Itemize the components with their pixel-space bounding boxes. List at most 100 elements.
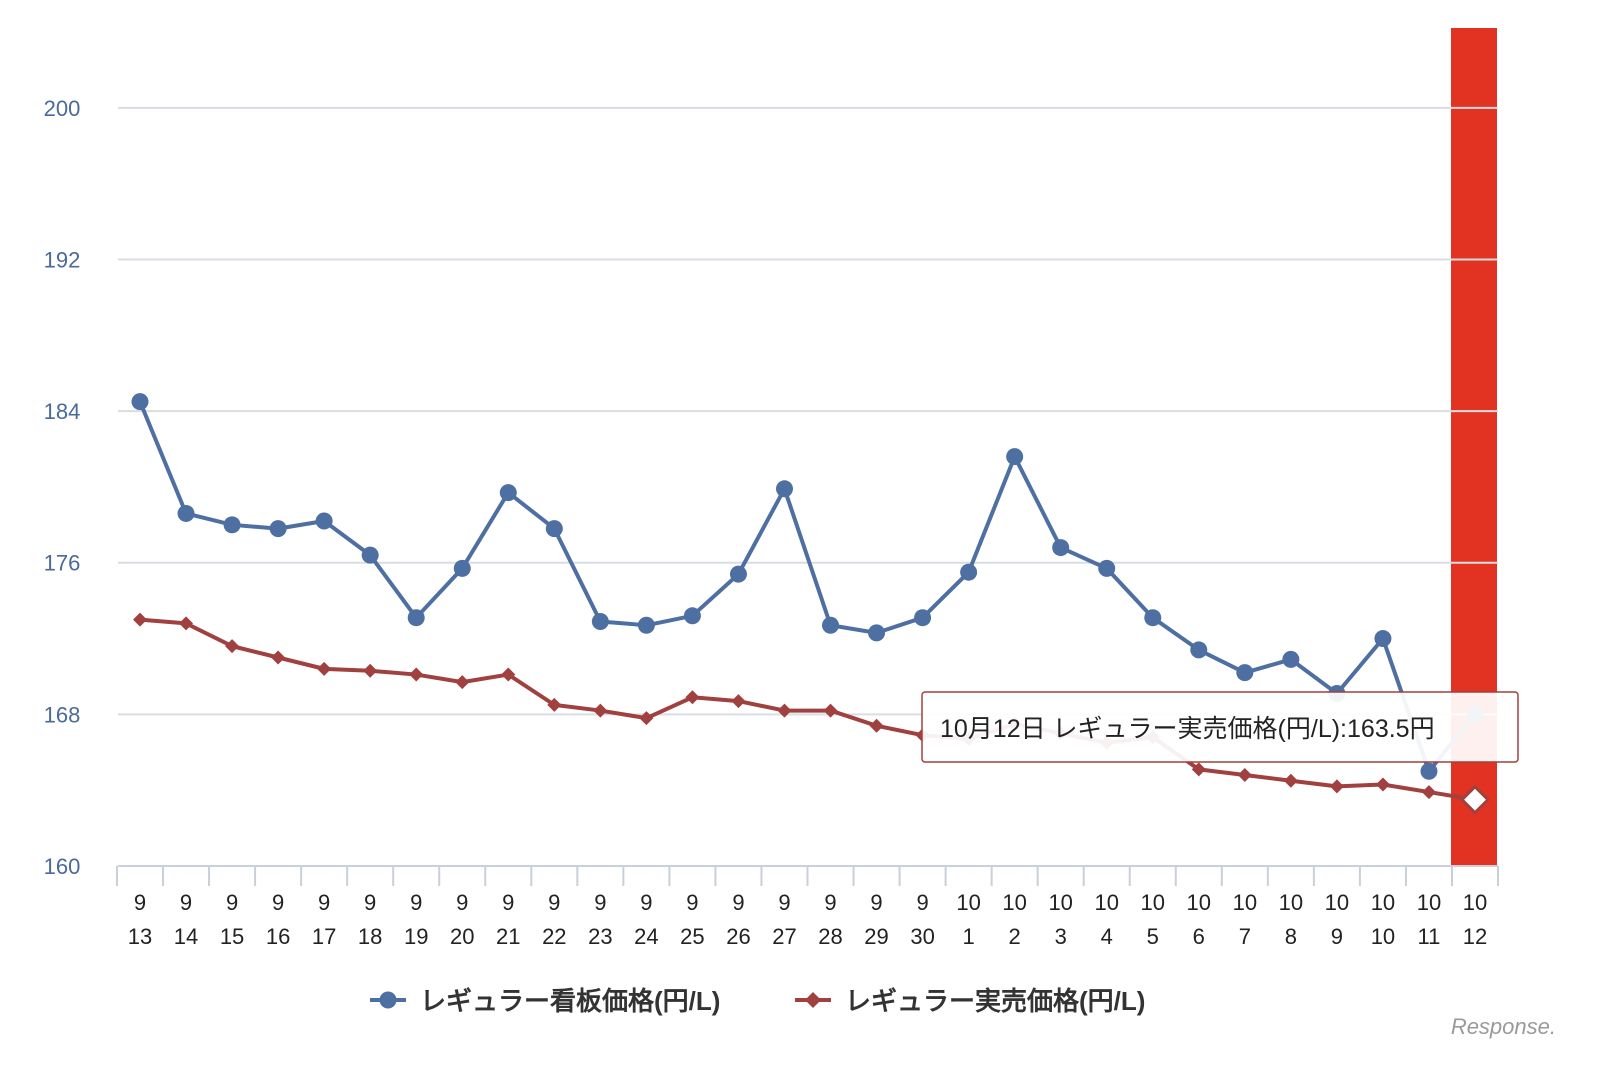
x-tick-day: 11 [1418, 924, 1441, 949]
data-point[interactable] [271, 650, 286, 665]
data-point[interactable] [547, 697, 562, 712]
legend-item-1[interactable]: レギュラー看板価格(円/L) [370, 986, 720, 1016]
x-tick-month: 10 [1048, 890, 1072, 915]
x-tick-month: 9 [916, 890, 928, 915]
data-point[interactable] [639, 711, 654, 726]
data-point[interactable] [1283, 773, 1298, 788]
y-tick-label: 176 [44, 551, 81, 576]
data-point[interactable] [545, 520, 563, 538]
x-tick-month: 10 [1325, 890, 1349, 915]
data-point[interactable] [1098, 559, 1116, 577]
data-point[interactable] [868, 624, 886, 642]
x-tick-day: 23 [588, 924, 612, 949]
data-point[interactable] [407, 609, 425, 627]
data-point[interactable] [823, 703, 838, 718]
x-tick-day: 27 [772, 924, 796, 949]
data-point[interactable] [409, 667, 424, 682]
data-point[interactable] [731, 694, 746, 709]
data-point[interactable] [685, 690, 700, 705]
y-tick-label: 192 [44, 247, 81, 272]
data-point-hover[interactable] [1459, 784, 1491, 815]
data-point[interactable] [1236, 664, 1254, 682]
x-tick-month: 10 [956, 890, 980, 915]
data-point[interactable] [1282, 650, 1300, 668]
x-tick-day: 30 [910, 924, 934, 949]
x-tick-month: 9 [364, 890, 376, 915]
data-point[interactable] [315, 512, 333, 530]
data-point[interactable] [914, 609, 932, 627]
data-point[interactable] [453, 559, 471, 577]
data-point[interactable] [455, 675, 470, 690]
data-point[interactable] [1420, 762, 1438, 780]
data-point[interactable] [593, 703, 608, 718]
data-point[interactable] [223, 516, 241, 534]
data-point[interactable] [1375, 777, 1390, 792]
data-point[interactable] [591, 612, 609, 630]
legend: レギュラー看板価格(円/L) レギュラー実売価格(円/L) [370, 986, 1145, 1016]
x-tick-month: 9 [226, 890, 238, 915]
data-point[interactable] [363, 663, 378, 678]
data-point[interactable] [361, 546, 379, 564]
x-tick-day: 12 [1463, 924, 1487, 949]
data-point[interactable] [777, 703, 792, 718]
x-tick-day: 4 [1101, 924, 1113, 949]
data-point[interactable] [501, 667, 516, 682]
x-tick-day: 21 [496, 924, 520, 949]
data-point[interactable] [683, 607, 701, 625]
x-tick-month: 9 [824, 890, 836, 915]
gridlines [118, 106, 1498, 716]
legend-marker [379, 991, 397, 1009]
legend-label: レギュラー看板価格(円/L) [420, 986, 720, 1016]
y-tick-label: 160 [44, 854, 81, 879]
x-tick-month: 9 [732, 890, 744, 915]
data-point[interactable] [822, 616, 840, 634]
data-point[interactable] [1421, 785, 1436, 800]
x-tick-day: 29 [864, 924, 888, 949]
y-tick-label: 200 [44, 96, 81, 121]
data-point[interactable] [1190, 641, 1208, 659]
tooltip-box [921, 691, 1519, 763]
data-point[interactable] [960, 563, 978, 581]
y-tick-label: 168 [44, 702, 81, 727]
x-tick-day: 1 [962, 924, 974, 949]
legend-label: レギュラー実売価格(円/L) [845, 986, 1145, 1016]
x-tick-month: 10 [1417, 890, 1441, 915]
x-tick-day: 10 [1371, 924, 1395, 949]
x-tick-day: 24 [634, 924, 658, 949]
x-tick-month: 9 [456, 890, 468, 915]
data-point[interactable] [1237, 768, 1252, 783]
data-point[interactable] [225, 639, 240, 654]
data-point[interactable] [177, 504, 195, 522]
data-point[interactable] [499, 484, 517, 502]
x-tick-month: 9 [778, 890, 790, 915]
data-point[interactable] [1052, 539, 1070, 557]
data-point[interactable] [269, 520, 287, 538]
data-point[interactable] [775, 480, 793, 498]
data-point[interactable] [1191, 762, 1206, 777]
y-axis-ticks: 200 192 184 176 168 160 [44, 96, 81, 879]
x-tick-day: 7 [1239, 924, 1251, 949]
x-tick-day: 22 [542, 924, 566, 949]
data-point[interactable] [1006, 448, 1024, 466]
x-tick-day: 17 [312, 924, 336, 949]
data-point[interactable] [133, 612, 147, 627]
data-point[interactable] [637, 616, 655, 634]
series-line [139, 617, 1476, 802]
x-tick-month: 9 [594, 890, 606, 915]
data-point[interactable] [869, 718, 884, 733]
x-tick-day: 25 [680, 924, 704, 949]
x-tick-month: 9 [318, 890, 330, 915]
x-tick-day: 15 [220, 924, 244, 949]
data-point[interactable] [317, 661, 332, 676]
data-point[interactable] [729, 565, 747, 583]
data-point[interactable] [131, 393, 149, 411]
data-point[interactable] [179, 616, 194, 631]
legend-item-2[interactable]: レギュラー実売価格(円/L) [795, 986, 1145, 1016]
x-tick-month: 9 [180, 890, 192, 915]
x-tick-month: 10 [1094, 890, 1118, 915]
data-point[interactable] [1329, 779, 1344, 794]
data-point[interactable] [1144, 609, 1162, 627]
tooltip-text: 10月12日 レギュラー実売価格(円/L):163.5円 [940, 715, 1435, 743]
data-point[interactable] [1374, 630, 1392, 648]
